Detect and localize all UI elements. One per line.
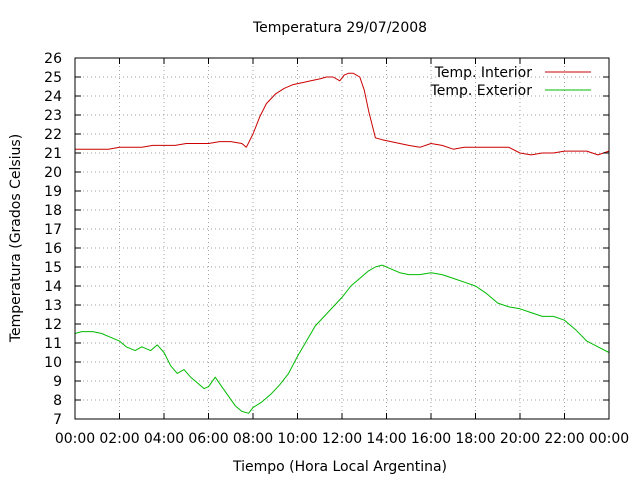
y-tick-label: 25 [44, 70, 62, 86]
x-tick-label: 10:00 [277, 431, 317, 447]
x-axis-label: Tiempo (Hora Local Argentina) [232, 459, 447, 475]
y-tick-label: 20 [44, 165, 62, 181]
x-tick-label: 14:00 [366, 431, 406, 447]
y-tick-label: 24 [44, 89, 62, 105]
y-tick-label: 26 [44, 51, 62, 67]
y-tick-label: 15 [44, 260, 62, 276]
y-tick-label: 19 [44, 184, 62, 200]
x-tick-label: 22:00 [544, 431, 584, 447]
y-tick-label: 9 [53, 374, 62, 390]
series-layer [74, 72, 610, 414]
y-tick-label: 21 [44, 146, 62, 162]
x-tick-label: 16:00 [411, 431, 451, 447]
x-tick-label: 02:00 [99, 431, 139, 447]
x-tick-label: 00:00 [589, 431, 629, 447]
y-tick-label: 13 [44, 298, 62, 314]
y-tick-label: 14 [44, 279, 62, 295]
legend-label: Temp. Interior [434, 65, 533, 81]
ticks-layer: 7 8 9 10 11 12 13 14 15 16 17 18 19 20 21 22 23 24 25 26 00:… [44, 51, 629, 447]
legend: Temp. Interior Temp. Exterior [430, 65, 591, 99]
y-tick-label: 22 [44, 127, 62, 143]
y-tick-label: 10 [44, 355, 62, 371]
x-tick-label: 04:00 [144, 431, 184, 447]
y-tick-label: 8 [53, 393, 62, 409]
y-tick-label: 12 [44, 317, 62, 333]
x-tick-label: 08:00 [233, 431, 273, 447]
chart-title: Temperatura 29/07/2008 [252, 20, 427, 36]
x-tick-label: 20:00 [500, 431, 540, 447]
series-line-exterior [74, 264, 610, 414]
y-tick-label: 11 [44, 336, 62, 352]
y-axis-label: Temperatura (Grados Celsius) [8, 134, 24, 343]
y-tick-label: 16 [44, 241, 62, 257]
x-tick-label: 18:00 [455, 431, 495, 447]
y-tick-label: 18 [44, 203, 62, 219]
y-tick-label: 17 [44, 222, 62, 238]
y-tick-label: 23 [44, 108, 62, 124]
x-tick-label: 00:00 [55, 431, 95, 447]
y-tick-label: 7 [53, 412, 62, 428]
series-line-interior [75, 72, 610, 156]
legend-label: Temp. Exterior [430, 83, 533, 99]
x-tick-label: 06:00 [188, 431, 228, 447]
x-tick-label: 12:00 [322, 431, 362, 447]
grid-layer [75, 58, 609, 419]
